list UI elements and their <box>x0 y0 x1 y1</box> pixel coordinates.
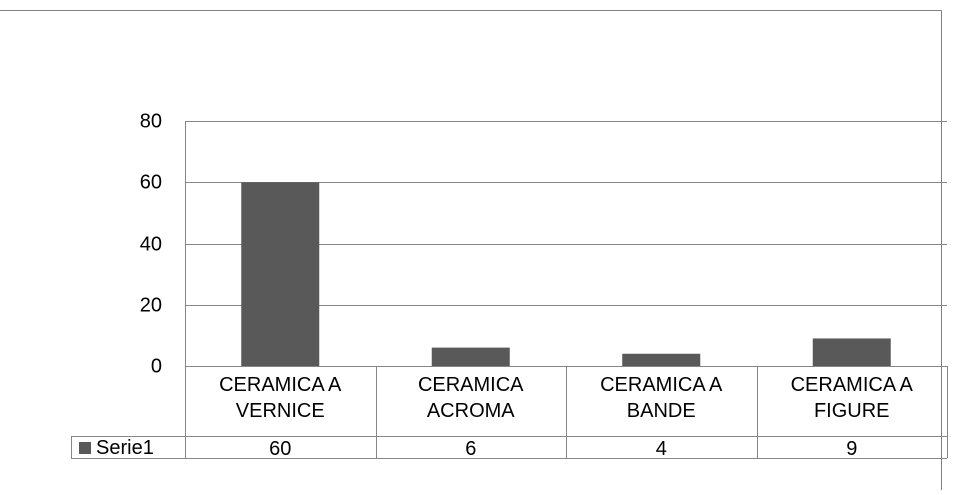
bar <box>622 353 701 366</box>
x-category-label: CERAMICA A BANDE <box>600 374 723 422</box>
x-category-label: CERAMICA ACROMA <box>418 374 524 422</box>
y-tick-label: 60 <box>140 172 162 194</box>
bar <box>812 338 891 366</box>
data-table-value: 60 <box>269 438 291 460</box>
x-category-label: CERAMICA A VERNICE <box>219 374 342 422</box>
data-table-value: 9 <box>846 438 857 460</box>
y-tick-label: 20 <box>140 295 162 317</box>
x-category-label: CERAMICA A FIGURE <box>791 374 914 422</box>
y-tick-label: 0 <box>151 356 162 378</box>
legend-series-name: Serie1 <box>96 437 154 459</box>
y-tick-label: 80 <box>140 111 162 133</box>
bar <box>241 182 320 366</box>
y-tick-label: 40 <box>140 234 162 256</box>
data-table-value: 6 <box>465 438 476 460</box>
legend-key <box>79 442 91 454</box>
data-table-value: 4 <box>656 438 667 460</box>
bar <box>431 347 510 366</box>
